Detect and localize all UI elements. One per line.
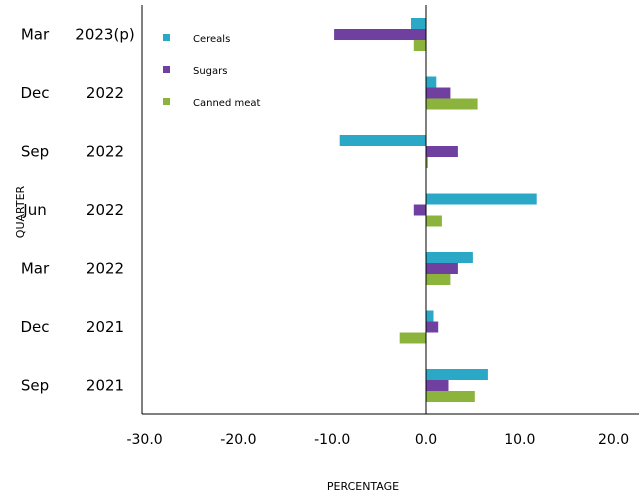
category-label-year: 2023(p) [75,26,134,44]
x-tick-label: 0.0 [415,432,437,448]
bar-canned-meat-3 [426,215,442,227]
category-label-year: 2022 [86,84,124,102]
category-label-year: 2022 [86,201,124,219]
bar-canned-meat-0 [413,40,426,51]
bar-canned-meat-1 [426,98,478,110]
x-tick-label: 10.0 [504,432,535,448]
category-label-year: 2022 [86,260,124,278]
bar-sugars-4 [426,263,458,274]
x-tick-label: 20.0 [598,432,629,448]
category-label-period: Jun [22,201,46,219]
category-labels: Mar 2023(p) Dec 2022 Sep 2022 Jun 2022 Mar 2022 De… [20,26,134,395]
legend-label: Sugars [193,66,227,77]
bar-sugars-2 [426,146,458,157]
bar-cereals-5 [426,310,434,322]
bar-sugars-5 [426,321,439,333]
bar-canned-meat-4 [426,274,451,285]
category-label-period: Sep [21,377,49,395]
bar-cereals-0 [411,18,426,29]
bar-sugars-0 [334,29,426,40]
category-label-period: Dec [20,84,49,102]
bar-cereals-2 [339,135,426,146]
category-label-year: 2021 [86,318,124,336]
legend-swatch [163,66,170,73]
category-label-period: Mar [21,26,50,44]
y-axis-title: QUARTER [14,185,27,238]
bar-canned-meat-5 [399,332,426,344]
bar-sugars-6 [426,380,449,391]
bar-sugars-1 [426,87,451,99]
bar-cereals-1 [426,76,437,88]
legend-swatch [163,34,170,41]
category-label-year: 2022 [86,143,124,161]
legend-label: Cereals [193,34,230,45]
bar-cereals-6 [426,369,488,380]
bars-group [334,18,537,402]
x-axis-title: PERCENTAGE [327,480,399,493]
legend-swatch [163,98,170,105]
bar-canned-meat-6 [426,391,475,402]
axes-group [141,5,639,415]
x-tick-label: -30.0 [126,432,162,448]
x-tick-label: -10.0 [314,432,350,448]
category-label-period: Sep [21,143,49,161]
legend: Cereals Sugars Canned meat [163,34,260,109]
bar-canned-meat-2 [426,157,428,168]
x-tick-labels: -30.0 -20.0 -10.0 0.0 10.0 20.0 [126,432,629,448]
bar-cereals-4 [426,252,473,263]
legend-label: Canned meat [193,98,260,109]
x-tick-label: -20.0 [220,432,256,448]
bar-cereals-3 [426,193,537,205]
bar-sugars-3 [413,204,426,216]
category-label-year: 2021 [86,377,124,395]
category-label-period: Dec [20,318,49,336]
category-label-period: Mar [21,260,50,278]
